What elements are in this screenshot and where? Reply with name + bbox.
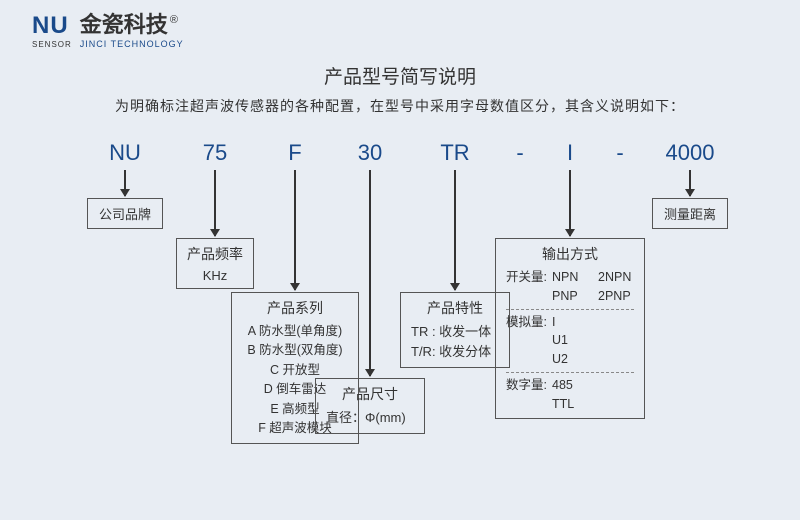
arrow-4 (454, 170, 456, 290)
box-output: 输出方式开关量:NPN2NPNPNP2PNP模拟量:IU1U2数字量:485TT… (495, 238, 645, 419)
box-size: 产品尺寸直径：Φ(mm) (315, 378, 425, 434)
logo-nu: NU (32, 14, 72, 38)
logo-cn: 金瓷科技 (80, 12, 168, 37)
box-characteristic: 产品特性TR : 收发一体T/R: 收发分体 (400, 292, 510, 368)
code-seg-8: 4000 (666, 140, 715, 166)
code-seg-6: I (567, 140, 573, 166)
logo: NU SENSOR 金瓷科技® JINCI TECHNOLOGY (32, 14, 184, 49)
box-brand: 公司品牌 (87, 198, 163, 229)
arrow-5 (569, 170, 571, 236)
box-frequency: 产品频率KHz (176, 238, 254, 289)
code-seg-7: - (616, 140, 623, 166)
code-seg-1: 75 (203, 140, 227, 166)
box-distance: 测量距离 (652, 198, 728, 229)
arrow-3 (369, 170, 371, 376)
logo-registered: ® (170, 14, 178, 26)
page-subtitle: 为明确标注超声波传感器的各种配置，在型号中采用字母数值区分，其含义说明如下： (0, 96, 800, 116)
logo-sensor: SENSOR (32, 40, 72, 49)
arrow-2 (294, 170, 296, 290)
code-seg-5: - (516, 140, 523, 166)
arrow-1 (214, 170, 216, 236)
code-seg-3: 30 (358, 140, 382, 166)
code-seg-2: F (288, 140, 301, 166)
page-title: 产品型号简写说明 (0, 62, 800, 89)
arrow-0 (124, 170, 126, 196)
arrow-6 (689, 170, 691, 196)
code-seg-0: NU (109, 140, 141, 166)
code-seg-4: TR (440, 140, 469, 166)
logo-en: JINCI TECHNOLOGY (80, 39, 184, 49)
